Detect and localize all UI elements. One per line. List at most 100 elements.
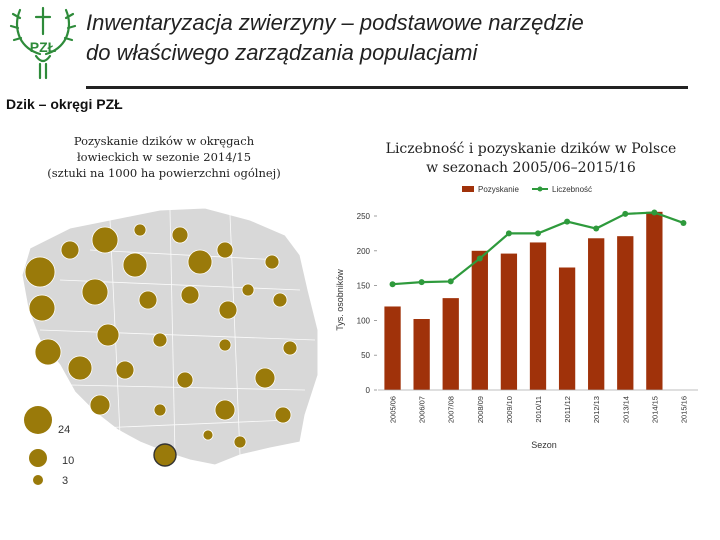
line-point <box>389 281 396 288</box>
y-tick-label: 250 <box>357 212 371 221</box>
line-point <box>680 219 687 226</box>
x-tick-label: 2009/10 <box>505 396 514 423</box>
map-legend-label-small: 3 <box>62 475 68 487</box>
x-tick-label: 2007/08 <box>447 396 456 423</box>
map-bubble <box>60 240 80 260</box>
legend-label-pozyskanie: Pozyskanie <box>478 185 519 194</box>
map-caption-line2: łowieckich w sezonie 2014/15 <box>76 150 252 164</box>
chart-title-line1: Liczebność i pozyskanie dzików w Polsce <box>385 141 677 157</box>
map-bubble <box>233 435 247 449</box>
map-bubble <box>187 249 213 275</box>
bar <box>558 267 576 390</box>
map-legend-label-large: 24 <box>58 424 70 436</box>
map-bubble <box>28 294 56 322</box>
legend-label-liczebnosc: Liczebność <box>552 185 592 194</box>
line-point <box>476 255 483 262</box>
title-divider <box>86 86 688 89</box>
map-legend-bubble-large <box>24 406 52 434</box>
chart-title: Liczebność i pozyskanie dzików w Polsce … <box>350 140 712 178</box>
bar <box>471 250 488 390</box>
map-bubble <box>138 290 158 310</box>
line-point <box>505 230 512 237</box>
map-bubble <box>272 292 288 308</box>
x-tick-label: 2011/12 <box>563 396 572 423</box>
bar-line-chart: Pozyskanie Liczebność 0 50 100 150 200 250 20… <box>335 185 698 450</box>
bar <box>442 298 459 390</box>
page-title-line1: Inwentaryzacja zwierzyny – podstawowe na… <box>86 10 584 35</box>
y-tick-label: 50 <box>361 351 370 360</box>
chart-legend: Pozyskanie Liczebność <box>462 185 592 194</box>
line-point <box>447 278 454 285</box>
y-axis: 0 50 100 150 200 250 <box>357 212 377 395</box>
x-tick-label: 2010/11 <box>534 396 543 423</box>
map-bubble <box>180 285 200 305</box>
bar <box>413 319 430 390</box>
legend-marker-liczebnosc <box>537 186 543 192</box>
map-caption-line3: (sztuki na 1000 ha powierzchni ogólnej) <box>47 166 281 180</box>
line-point <box>418 279 425 286</box>
x-tick-label: 2013/14 <box>621 396 630 423</box>
x-tick-label: 2014/15 <box>650 396 659 423</box>
y-axis-label: Tys. osobników <box>335 269 345 331</box>
x-tick-label: 2012/13 <box>592 396 601 423</box>
map-bubbles <box>24 223 298 467</box>
page-title: Inwentaryzacja zwierzyny – podstawowe na… <box>86 8 706 68</box>
map-bubble <box>218 300 238 320</box>
map-bubble <box>254 367 276 389</box>
bar <box>588 238 605 390</box>
map-bubble <box>34 338 62 366</box>
map-bubble <box>153 403 167 417</box>
map-bubble <box>282 340 298 356</box>
line-point <box>535 230 541 237</box>
map-bubble <box>264 254 280 270</box>
map-bubble <box>171 226 189 244</box>
pzl-logo: PZŁ <box>9 6 77 80</box>
map-bubble <box>133 223 147 237</box>
y-tick-label: 100 <box>357 316 371 325</box>
map-bubble <box>153 443 177 467</box>
map-bubble <box>89 394 111 416</box>
map-legend-bubble-small <box>33 475 43 485</box>
map-bubble <box>176 371 194 389</box>
map-bubble <box>122 252 148 278</box>
page-title-line2: do właściwego zarządzania populacjami <box>86 40 478 65</box>
chart-title-line2: w sezonach 2005/06–2015/16 <box>426 160 636 176</box>
map-caption-line1: Pozyskanie dzików w okręgach <box>73 134 255 148</box>
y-tick-label: 0 <box>366 386 371 395</box>
map-legend-bubble-medium <box>29 449 47 467</box>
y-tick-label: 150 <box>357 282 371 291</box>
map-bubble <box>202 429 214 441</box>
bar <box>529 242 547 390</box>
map-bubble <box>241 283 255 297</box>
map-bubble <box>218 338 232 352</box>
x-axis-label: Sezon <box>531 440 557 450</box>
map-legend: 24 10 3 <box>24 406 74 487</box>
map-caption: Pozyskanie dzików w okręgach łowieckich … <box>6 133 322 181</box>
map-bubble <box>67 355 93 381</box>
x-axis: 2005/06 2006/07 2007/08 2008/09 2009/10 2010/… <box>378 389 698 423</box>
map-bubble <box>115 360 135 380</box>
section-subtitle: Dzik – okręgi PZŁ <box>6 96 123 112</box>
map-bubble <box>81 278 109 306</box>
map-bubble <box>152 332 168 348</box>
logo-text: PZŁ <box>30 39 57 55</box>
line-point <box>593 225 600 232</box>
x-tick-label: 2015/16 <box>679 396 688 423</box>
map-bubble <box>91 226 119 254</box>
poland-map: 24 10 3 <box>21 207 319 487</box>
map-bubble <box>24 256 56 288</box>
map-bubble <box>274 406 292 424</box>
map-bubble <box>214 399 236 421</box>
bar <box>384 306 401 390</box>
bars <box>384 211 663 390</box>
x-tick-label: 2006/07 <box>418 396 427 423</box>
map-bubble <box>96 323 120 347</box>
line-point <box>622 210 629 217</box>
line-point <box>651 209 658 216</box>
bar <box>617 236 634 390</box>
legend-swatch-pozyskanie <box>462 186 474 192</box>
map-bubble <box>216 241 234 259</box>
x-tick-label: 2005/06 <box>389 396 398 423</box>
x-tick-label: 2008/09 <box>476 396 485 423</box>
bar <box>646 211 663 390</box>
